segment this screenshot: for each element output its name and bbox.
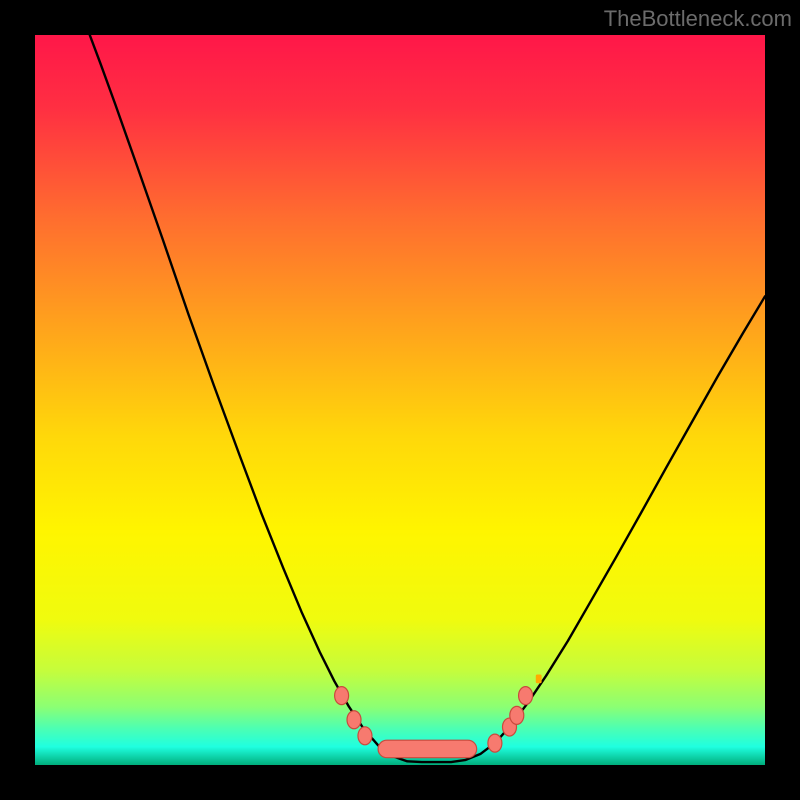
trough-marker bbox=[335, 687, 349, 705]
chart-frame: TheBottleneck.com bbox=[0, 0, 800, 800]
trough-marker bbox=[510, 706, 524, 724]
orange-tick-mark bbox=[536, 674, 542, 683]
gradient-background bbox=[35, 35, 765, 765]
bottleneck-chart bbox=[0, 0, 800, 800]
trough-marker bbox=[519, 687, 533, 705]
trough-capsule-marker bbox=[378, 740, 477, 758]
trough-marker bbox=[488, 734, 502, 752]
trough-marker bbox=[358, 727, 372, 745]
trough-marker bbox=[347, 711, 361, 729]
